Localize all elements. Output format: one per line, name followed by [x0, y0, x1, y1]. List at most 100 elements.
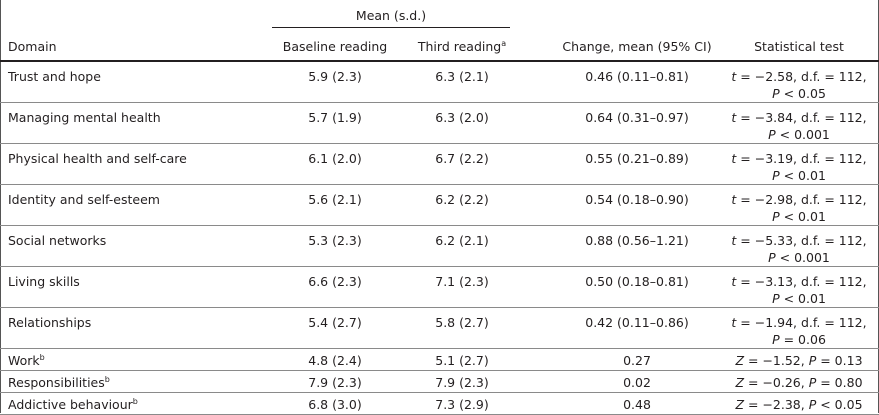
table-row: Addictive behaviourb 6.8 (3.0) 7.3 (2.9) 0.…: [0, 393, 879, 415]
domain-cell: Responsibilitiesb: [8, 374, 110, 391]
p-label: P: [772, 332, 780, 347]
test-cell: t = −3.84, d.f. = 112, P < 0.001: [724, 109, 874, 143]
test-cell: t = −2.98, d.f. = 112, P < 0.01: [724, 191, 874, 225]
test-cell: t = −2.58, d.f. = 112, P < 0.05: [724, 68, 874, 102]
test-cell: Z = −0.26, P = 0.80: [724, 374, 874, 391]
domain-label: Relationships: [8, 315, 92, 330]
third-cell: 6.7 (2.2): [435, 151, 489, 166]
test-statistic: Z: [735, 375, 745, 390]
test-value: = −3.84, d.f. = 112,: [736, 110, 867, 125]
test-value: = −5.33, d.f. = 112,: [736, 233, 867, 248]
table-row: Social networks 5.3 (2.3) 6.2 (2.1) 0.88 (0…: [0, 226, 879, 267]
domain-label: Work: [8, 353, 40, 368]
baseline-cell: 5.9 (2.3): [308, 69, 362, 84]
p-value: < 0.01: [779, 168, 826, 183]
test-statistic: t: [731, 151, 737, 166]
domain-cell: Identity and self-esteem: [8, 191, 160, 208]
p-label: P: [768, 127, 776, 142]
third-cell: 6.3 (2.1): [435, 69, 489, 84]
test-statistic: Z: [735, 353, 745, 368]
footnote-marker: b: [132, 396, 138, 406]
p-value: < 0.01: [779, 209, 826, 224]
table-row: Relationships 5.4 (2.7) 5.8 (2.7) 0.42 (0.1…: [0, 308, 879, 349]
test-statistic: t: [731, 274, 737, 289]
baseline-cell: 5.6 (2.1): [308, 192, 362, 207]
baseline-cell: 6.1 (2.0): [308, 151, 362, 166]
p-label: P: [772, 168, 780, 183]
header-domain: Domain: [8, 39, 57, 54]
domain-label: Managing mental health: [8, 110, 161, 125]
domain-label: Addictive behaviour: [8, 397, 133, 412]
test-value: = −2.98, d.f. = 112,: [736, 192, 867, 207]
domain-label: Responsibilities: [8, 375, 105, 390]
change-cell: 0.54 (0.18–0.90): [585, 192, 689, 207]
change-cell: 0.50 (0.18–0.81): [585, 274, 689, 289]
header-change: Change, mean (95% CI): [562, 39, 712, 54]
p-label: P: [772, 291, 780, 306]
footnote-marker: b: [39, 352, 45, 362]
change-cell: 0.27: [623, 353, 651, 368]
header-baseline: Baseline reading: [282, 39, 388, 54]
p-value: < 0.05: [779, 86, 826, 101]
change-cell: 0.88 (0.56–1.21): [585, 233, 689, 248]
change-cell: 0.46 (0.11–0.81): [585, 69, 689, 84]
baseline-cell: 7.9 (2.3): [308, 375, 362, 390]
test-cell: t = −5.33, d.f. = 112, P < 0.001: [724, 232, 874, 266]
header-third-label: Third reading: [417, 39, 502, 54]
third-cell: 7.3 (2.9): [435, 397, 489, 412]
change-cell: 0.55 (0.21–0.89): [585, 151, 689, 166]
p-label: P: [772, 86, 780, 101]
domain-cell: Physical health and self-care: [8, 150, 187, 167]
footnote-marker: a: [501, 38, 507, 48]
change-cell: 0.42 (0.11–0.86): [585, 315, 689, 330]
test-statistic: Z: [735, 397, 745, 412]
domain-cell: Relationships: [8, 314, 91, 331]
group-divider: [272, 27, 510, 28]
test-value: = −1.94, d.f. = 112,: [736, 315, 867, 330]
domain-cell: Managing mental health: [8, 109, 161, 126]
baseline-cell: 5.3 (2.3): [308, 233, 362, 248]
domain-label: Physical health and self-care: [8, 151, 187, 166]
baseline-cell: 4.8 (2.4): [308, 353, 362, 368]
p-label: P: [772, 209, 780, 224]
header-rule: [0, 60, 879, 62]
baseline-cell: 5.7 (1.9): [308, 110, 362, 125]
change-cell: 0.48: [623, 397, 651, 412]
domain-label: Social networks: [8, 233, 107, 248]
domain-label: Identity and self-esteem: [8, 192, 160, 207]
test-cell: Z = −1.52, P = 0.13: [724, 352, 874, 369]
p-value: = 0.06: [779, 332, 826, 347]
table-row: Identity and self-esteem 5.6 (2.1) 6.2 (2.…: [0, 185, 879, 226]
p-value: < 0.001: [775, 250, 830, 265]
table-row: Trust and hope 5.9 (2.3) 6.3 (2.1) 0.46 (0.…: [0, 62, 879, 103]
test-cell: t = −3.13, d.f. = 112, P < 0.01: [724, 273, 874, 307]
change-cell: 0.02: [623, 375, 651, 390]
p-value: = 0.80: [816, 375, 863, 390]
test-value: = −0.26,: [744, 375, 809, 390]
baseline-cell: 6.8 (3.0): [308, 397, 362, 412]
test-cell: t = −3.19, d.f. = 112, P < 0.01: [724, 150, 874, 184]
third-cell: 6.2 (2.1): [435, 233, 489, 248]
p-value: < 0.05: [816, 397, 863, 412]
table-row: Workb 4.8 (2.4) 5.1 (2.7) 0.27 Z = −1.52, P …: [0, 349, 879, 371]
p-value: < 0.01: [779, 291, 826, 306]
p-label: P: [808, 375, 817, 390]
domain-label: Trust and hope: [8, 69, 101, 84]
third-cell: 5.8 (2.7): [435, 315, 489, 330]
header-third: Third readinga: [398, 39, 526, 54]
baseline-cell: 6.6 (2.3): [308, 274, 362, 289]
header-test: Statistical test: [754, 39, 844, 54]
table-row: Responsibilitiesb 7.9 (2.3) 7.9 (2.3) 0.02 Z…: [0, 371, 879, 393]
p-label: P: [808, 353, 817, 368]
p-value: = 0.13: [816, 353, 863, 368]
test-cell: Z = −2.38, P < 0.05: [724, 396, 874, 413]
test-statistic: t: [731, 192, 737, 207]
footnote-marker: b: [104, 374, 110, 384]
third-cell: 5.1 (2.7): [435, 353, 489, 368]
baseline-cell: 5.4 (2.7): [308, 315, 362, 330]
p-value: < 0.001: [775, 127, 830, 142]
test-statistic: t: [731, 69, 737, 84]
test-value: = −3.13, d.f. = 112,: [736, 274, 867, 289]
test-statistic: t: [731, 110, 737, 125]
test-statistic: t: [731, 233, 737, 248]
